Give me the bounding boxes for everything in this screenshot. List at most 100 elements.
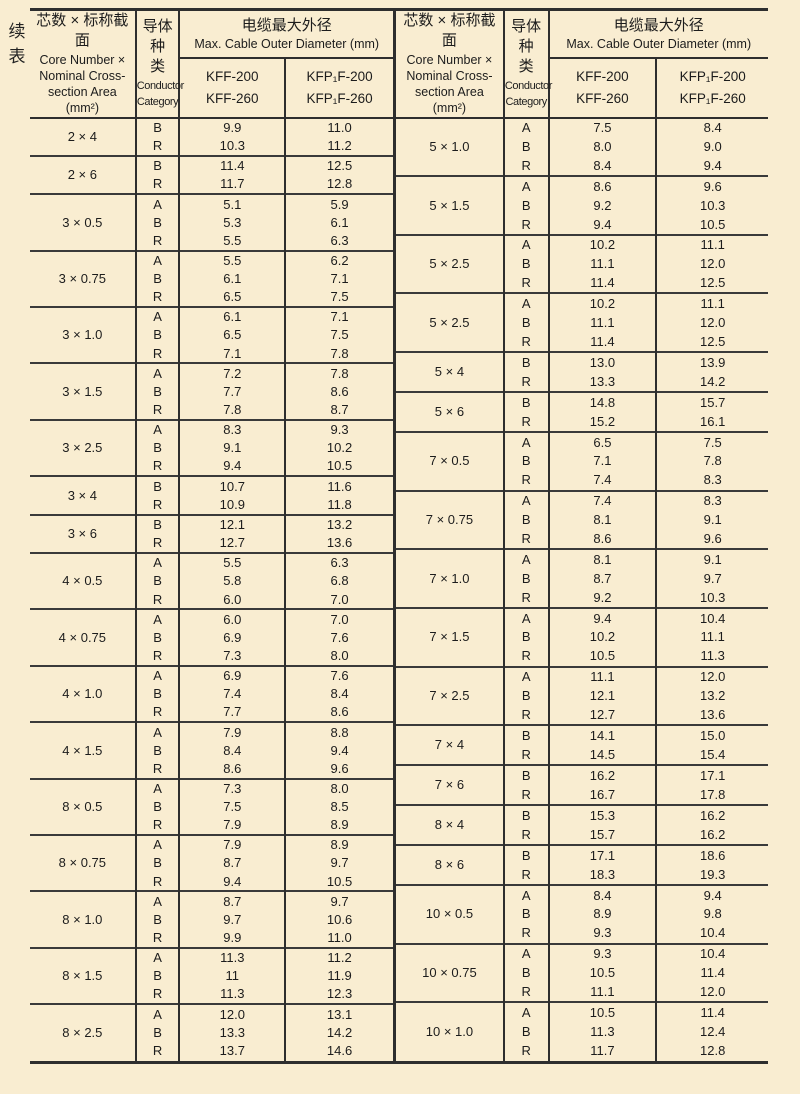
kff-value-cell: 14.5 — [589, 746, 616, 762]
category-cell: R — [134, 287, 181, 308]
category-cell: B — [502, 724, 550, 746]
category-cell: A — [134, 1003, 181, 1024]
category-cell: R — [502, 705, 550, 726]
kfp-value-cell: 8.7 — [284, 400, 395, 420]
kff-value-cell: 12.7 — [219, 535, 245, 551]
kff-value-cell: 5.3 — [223, 214, 242, 230]
kff-value-cell: 8.7 — [223, 855, 242, 871]
table-row: R 7.7 8.6 — [30, 703, 395, 723]
kfp-value-cell: 11.1 — [655, 627, 768, 647]
category-cell: B — [134, 382, 181, 401]
kff-value-cell: 8.6 — [548, 175, 657, 197]
table-row: 5 × 4 B 13.0 13.9 — [396, 351, 768, 393]
kfp-value-cell: 16.2 — [655, 804, 768, 825]
kff-value-cell: 9.2 — [593, 589, 612, 605]
kfp-value-cell: 8.6 — [284, 703, 395, 723]
table-row: R 9.9 11.0 — [30, 928, 395, 948]
kfp-value-cell: 10.6 — [284, 910, 395, 929]
kff-value-cell: 7.1 — [223, 345, 242, 361]
kff-value-cell: 11.1 — [590, 315, 615, 330]
size-cell: 7 × 2.5 — [396, 665, 504, 726]
category-cell: R — [502, 273, 550, 294]
header-kff-types: KFF-200 KFF-260 — [548, 58, 657, 119]
kfp-value-cell: 6.2 — [284, 249, 395, 270]
kfp-value-cell: 12.4 — [655, 1022, 768, 1041]
kff-value-cell: 6.9 — [179, 664, 286, 686]
header-core-number: 芯数 × 标称截面 Core Number × Nominal Cross- s… — [396, 9, 504, 119]
size-cell: 8 × 0.5 — [30, 777, 136, 836]
category-cell: B — [502, 686, 550, 706]
table-row: 4 × 1.0 A 6.9 7.6 — [30, 664, 395, 723]
kfp-value-cell: 7.8 — [284, 362, 395, 383]
kfp-value-cell: 19.3 — [655, 864, 768, 885]
category-cell: A — [134, 721, 181, 742]
kfp-value-cell: 8.9 — [284, 815, 395, 836]
kff-value-cell: 8.9 — [593, 906, 612, 922]
table-row: 8 × 0.5 A 7.3 8.0 — [30, 777, 395, 836]
table-row: B 9.2 10.3 — [396, 196, 768, 215]
kfp-value-cell: 8.8 — [284, 721, 395, 742]
category-cell: B — [134, 685, 181, 704]
header-max-diameter: 电缆最大外径 Max. Cable Outer Diameter (mm) — [179, 9, 395, 60]
table-row: 5 × 1.5 A 8.6 9.6 — [396, 175, 768, 235]
category-cell: R — [134, 495, 181, 515]
table-row: 8 × 0.75 A 7.9 8.9 — [30, 834, 395, 892]
category-cell: B — [502, 963, 550, 983]
table-row: B 7.5 8.5 — [30, 797, 395, 816]
table-header: 芯数 × 标称截面 Core Number × Nominal Cross- s… — [30, 9, 395, 119]
kfp-value-cell: 10.5 — [284, 457, 395, 477]
kff-value-cell: 6.9 — [223, 629, 242, 645]
table-row: R 18.3 19.3 — [396, 864, 768, 885]
kfp-value-cell: 11.2 — [284, 136, 395, 156]
table-row: R 15.7 16.2 — [396, 824, 768, 845]
category-cell: A — [134, 249, 181, 270]
table-row: R 14.5 15.4 — [396, 745, 768, 766]
kff-value-cell: 8.4 — [223, 742, 242, 758]
category-cell: R — [134, 872, 181, 892]
kfp-value-cell: 6.8 — [284, 572, 395, 591]
kff-value-cell: 9.7 — [223, 911, 242, 927]
kff-value-cell: 12.1 — [179, 513, 286, 534]
table-row: 3 × 1.0 A 6.1 7.1 — [30, 306, 395, 364]
table-row: 8 × 2.5 A 12.0 13.1 — [30, 1003, 395, 1062]
kfp-value-cell: 11.2 — [284, 946, 395, 968]
size-cell: 7 × 6 — [396, 764, 504, 806]
kff-value-cell: 10.9 — [219, 496, 245, 512]
category-cell: R — [502, 824, 550, 845]
category-cell: R — [134, 590, 181, 610]
kff-value-cell: 11 — [225, 968, 240, 984]
category-cell: B — [502, 351, 550, 373]
kff-value-cell: 7.7 — [223, 704, 242, 720]
category-cell: R — [502, 372, 550, 393]
header-core-number: 芯数 × 标称截面 Core Number × Nominal Cross- s… — [30, 9, 136, 119]
kff-value-cell: 6.5 — [548, 430, 657, 452]
category-cell: B — [134, 572, 181, 591]
kff-value-cell: 7.7 — [223, 383, 242, 399]
category-cell: A — [134, 834, 181, 855]
category-cell: R — [502, 529, 550, 550]
table-row: B 8.0 9.0 — [396, 137, 768, 157]
category-cell: A — [134, 608, 181, 629]
kfp-value-cell: 9.7 — [284, 890, 395, 911]
header-conductor-category-en: Conductor Category — [136, 79, 185, 109]
kff-value-cell: 10.5 — [589, 648, 616, 664]
category-cell: B — [502, 137, 550, 157]
header-conductor-category-zh: 导体种 类 — [142, 17, 173, 76]
category-cell: B — [502, 313, 550, 333]
category-cell: A — [502, 489, 550, 511]
kff-value-cell: 9.4 — [548, 606, 657, 628]
category-cell: R — [502, 923, 550, 944]
kfp-value-cell: 11.0 — [284, 928, 395, 948]
header-max-diameter-zh: 电缆最大外径 — [241, 16, 332, 34]
table-row: B 11.3 12.4 — [396, 1022, 768, 1041]
table-row: 7 × 2.5 A 11.1 12.0 — [396, 665, 768, 726]
table-row: R 7.4 8.3 — [396, 470, 768, 491]
category-cell: R — [134, 231, 181, 251]
kfp-value-cell: 10.4 — [655, 923, 768, 944]
kff-value-cell: 10.2 — [589, 629, 616, 645]
kff-value-cell: 11.3 — [590, 1023, 615, 1039]
table-row: 2 × 6 B 11.4 12.5 — [30, 154, 395, 195]
kfp-value-cell: 12.0 — [655, 982, 768, 1003]
kff-value-cell: 14.1 — [548, 724, 657, 746]
kff-value-cell: 17.1 — [548, 843, 657, 865]
